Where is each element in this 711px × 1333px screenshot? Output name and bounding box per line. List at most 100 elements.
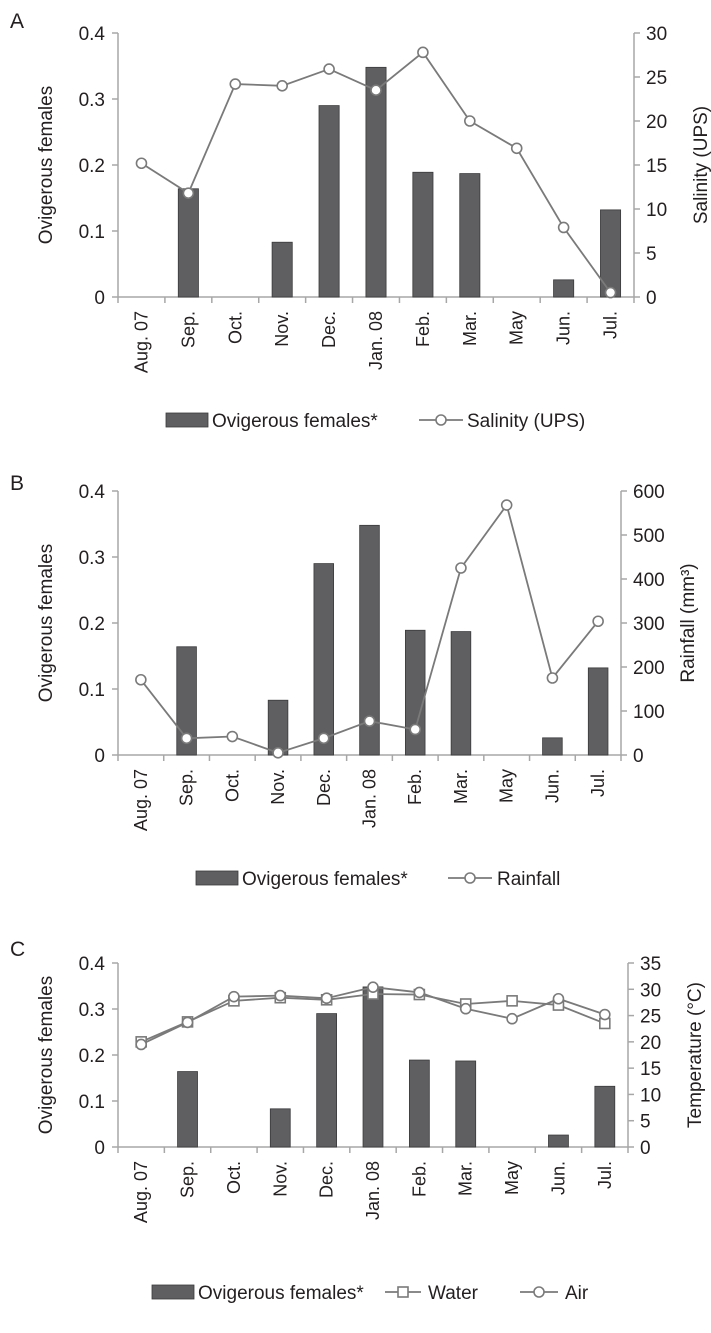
series-point [135, 1038, 147, 1051]
bar [412, 171, 434, 298]
right-tick-label: 35 [640, 954, 661, 975]
left-tick-label: 0.1 [79, 680, 105, 701]
legend: Ovigerous females* Rainfall [195, 869, 560, 890]
legend: Ovigerous females* Water Air [151, 1283, 589, 1304]
series-point [181, 1016, 194, 1029]
bar [176, 646, 197, 756]
bar [271, 241, 293, 298]
bar [318, 105, 340, 298]
legend-label: Air [565, 1283, 589, 1304]
series-point [506, 1012, 518, 1025]
x-tick-label: May [507, 311, 527, 345]
series-point [506, 995, 518, 1007]
x-tick-label: Feb. [409, 1161, 429, 1197]
left-tick-label: 0.3 [79, 1000, 105, 1021]
left-tick-label: 0.4 [79, 482, 106, 503]
right-tick-label: 10 [646, 200, 667, 221]
legend-label: Rainfall [497, 869, 560, 890]
series-point [417, 46, 429, 59]
left-tick-label: 0.2 [79, 156, 105, 177]
series-point [459, 1002, 472, 1015]
x-tick-label: Jul. [595, 1161, 615, 1189]
right-tick-label: 0 [633, 746, 644, 767]
x-tick-label: Mar. [460, 311, 480, 346]
right-tick-label: 600 [633, 482, 665, 503]
left-axis-title: Ovigerous females [36, 544, 57, 702]
legend-label: Salinity (UPS) [467, 411, 585, 432]
series-point [500, 499, 513, 511]
x-tick-label: Aug. 07 [131, 1161, 151, 1223]
x-tick-label: Sep. [177, 769, 197, 806]
left-tick-label: 0.4 [79, 24, 106, 45]
chart-panel-a: A 0 0.1 0.2 0.3 0.4 0 5 10 15 20 25 30 Ovigerous fema… [10, 10, 711, 432]
right-tick-label: 25 [640, 1007, 661, 1028]
legend-label: Ovigerous females* [212, 411, 378, 432]
series-point [274, 989, 287, 1002]
right-tick-label: 5 [640, 1112, 651, 1133]
legend-marker [464, 872, 476, 884]
x-tick-label: Jun. [554, 311, 574, 345]
left-tick-label: 0.1 [79, 222, 105, 243]
bar [455, 1060, 477, 1148]
bar [267, 699, 289, 756]
right-tick-label: 30 [640, 980, 661, 1001]
x-tick-label: Oct. [224, 1161, 244, 1194]
x-tick-label: Jan. 08 [363, 1161, 383, 1220]
series-point [323, 63, 335, 75]
bar [365, 66, 387, 298]
bar [459, 173, 481, 298]
left-tick-label: 0 [94, 1138, 105, 1159]
left-tick-label: 0 [94, 288, 105, 309]
right-tick-label: 5 [646, 244, 657, 265]
bar [542, 737, 563, 756]
left-tick-label: 0.2 [79, 1046, 105, 1067]
x-tick-label: Oct. [225, 311, 245, 344]
right-axis-title: Rainfall (mm³) [678, 563, 699, 682]
x-tick-label: Mar. [456, 1161, 476, 1196]
right-tick-label: 30 [646, 24, 667, 45]
bar [313, 563, 335, 756]
legend-label: Ovigerous females* [198, 1283, 364, 1304]
right-tick-label: 25 [646, 68, 667, 89]
left-tick-label: 0.1 [79, 1092, 105, 1113]
right-tick-label: 400 [633, 570, 665, 591]
series-point [226, 730, 239, 743]
left-axis-title: Ovigerous females [36, 86, 57, 244]
series-point [135, 673, 147, 686]
x-tick-label: Dec. [319, 311, 339, 348]
right-tick-label: 300 [633, 614, 665, 635]
x-tick-label: Feb. [405, 769, 425, 805]
bar [177, 1071, 198, 1148]
series-point [455, 562, 467, 574]
right-tick-label: 500 [633, 526, 665, 547]
left-tick-label: 0.3 [79, 90, 105, 111]
x-tick-label: Jul. [601, 311, 621, 339]
x-tick-label: Nov. [270, 1161, 290, 1197]
series-point [599, 1008, 611, 1021]
series-point [276, 80, 288, 92]
series-point [409, 723, 422, 736]
series-point [546, 672, 559, 684]
bar [177, 188, 199, 298]
left-tick-label: 0.2 [79, 614, 105, 635]
series-point [592, 615, 604, 628]
series-point [320, 992, 333, 1005]
right-tick-label: 200 [633, 658, 665, 679]
x-tick-label: Nov. [268, 769, 288, 805]
x-tick-label: Sep. [178, 1161, 198, 1198]
series-point [413, 986, 426, 999]
legend-bar-swatch [165, 412, 209, 428]
x-tick-label: May [497, 769, 517, 803]
x-tick-label: Jun. [542, 769, 562, 803]
right-tick-label: 15 [646, 156, 667, 177]
bar [404, 629, 426, 756]
x-tick-label: Dec. [314, 769, 334, 806]
series-point [604, 286, 617, 299]
x-tick-label: Aug. 07 [131, 769, 151, 831]
chart-panel-b: B 0 0.1 0.2 0.3 0.4 0 100 200 300 400 500 600 Ovigero… [10, 472, 699, 890]
legend-marker [435, 414, 447, 426]
chart-panel-c: C 0 0.1 0.2 0.3 0.4 0 5 10 15 20 25 30 35 Ovigerous fe… [10, 938, 706, 1304]
series-point [182, 187, 195, 199]
x-tick-label: Jul. [588, 769, 608, 797]
